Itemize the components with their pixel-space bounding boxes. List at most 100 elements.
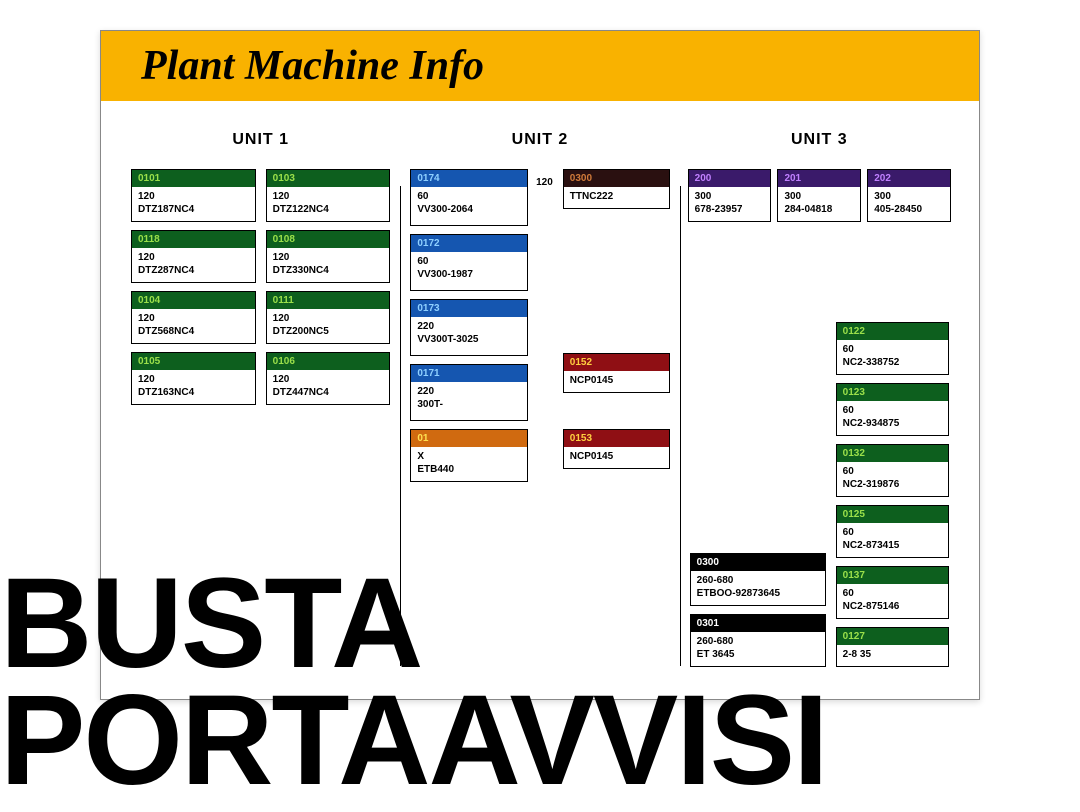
- machine-card: 0111120DTZ200NC5: [266, 291, 391, 344]
- card-id: 0103: [267, 170, 390, 187]
- spacer: [563, 285, 670, 345]
- card-body: 120DTZ568NC4: [132, 309, 255, 343]
- machine-card: 0171220300T-: [410, 364, 528, 421]
- card-body: 60NC2-873415: [837, 523, 948, 557]
- card-line1: 120: [273, 312, 384, 325]
- machine-card: 0127 2-8 35: [836, 627, 949, 667]
- card-id: 0123: [837, 384, 948, 401]
- card-column: 0101120DTZ187NC40118120DTZ287NC40104120D…: [131, 169, 256, 405]
- card-line1: 300: [784, 190, 854, 203]
- card-body: 300405-28450: [868, 187, 950, 221]
- card-id: 201: [778, 170, 860, 187]
- card-line2: DTZ122NC4: [273, 203, 384, 216]
- card-line1: 60: [843, 587, 942, 600]
- card-body: 60VV300-1987: [411, 252, 527, 290]
- machine-card: 0137 60NC2-875146: [836, 566, 949, 619]
- card-line2: 284-04818: [784, 203, 854, 216]
- machine-card: 012360NC2-934875: [836, 383, 949, 436]
- card-line1: 60: [417, 190, 521, 203]
- card-id: 0153: [564, 430, 669, 447]
- card-line1: 60: [843, 404, 942, 417]
- machine-card: 0105120DTZ163NC4: [131, 352, 256, 405]
- machine-card: 0106120DTZ447NC4: [266, 352, 391, 405]
- card-line1: 300: [874, 190, 944, 203]
- card-line2: NC2-338752: [843, 356, 942, 369]
- card-line2: VV300T-3025: [417, 333, 521, 346]
- machine-card: 0300 TTNC222: [563, 169, 670, 209]
- card-id: 0106: [267, 353, 390, 370]
- machine-card: 202300405-28450: [867, 169, 951, 222]
- card-id: 0174: [411, 170, 527, 187]
- overlay-text: BUSTA PORTAAVVISI: [0, 565, 827, 801]
- machine-card: 01 XETB440: [410, 429, 528, 482]
- card-body: NCP0145: [564, 371, 669, 392]
- card-body: 120DTZ287NC4: [132, 248, 255, 282]
- card-id: 0127: [837, 628, 948, 645]
- card-id: 200: [689, 170, 771, 187]
- machine-card: 013260NC2-319876: [836, 444, 949, 497]
- card-id: 0152: [564, 354, 669, 371]
- card-line2: 2-8 35: [843, 648, 942, 661]
- card-line2: NC2-875146: [843, 600, 942, 613]
- board-title: Plant Machine Info: [141, 42, 484, 90]
- card-id: 0111: [267, 292, 390, 309]
- card-line1: X: [417, 450, 521, 463]
- card-line1: 120: [273, 373, 384, 386]
- card-line2: VV300-2064: [417, 203, 521, 216]
- card-id: 0171: [411, 365, 527, 382]
- card-body: 300678-23957: [689, 187, 771, 221]
- card-line1: 120: [138, 190, 249, 203]
- card-line2: DTZ330NC4: [273, 264, 384, 277]
- card-id: 0172: [411, 235, 527, 252]
- card-body: 120DTZ187NC4: [132, 187, 255, 221]
- card-line1: 60: [843, 465, 942, 478]
- card-line1: 60: [843, 343, 942, 356]
- card-line2: DTZ187NC4: [138, 203, 249, 216]
- machine-card: 200300678-23957: [688, 169, 772, 222]
- card-body: 2-8 35: [837, 645, 948, 666]
- card-id: 0101: [132, 170, 255, 187]
- card-line1: 120: [273, 251, 384, 264]
- machine-card: 0101120DTZ187NC4: [131, 169, 256, 222]
- title-bar: Plant Machine Info: [101, 31, 979, 101]
- card-line1: 220: [417, 320, 521, 333]
- machine-card: 0152 NCP0145: [563, 353, 670, 393]
- card-id: 0105: [132, 353, 255, 370]
- card-body: 120DTZ163NC4: [132, 370, 255, 404]
- card-line2: ETB440: [417, 463, 521, 476]
- card-body: 60NC2-934875: [837, 401, 948, 435]
- card-body: 120DTZ447NC4: [267, 370, 390, 404]
- card-line1: NCP0145: [570, 374, 663, 387]
- card-id: 0300: [564, 170, 669, 187]
- card-column: 0103120DTZ122NC40108120DTZ330NC40111120D…: [266, 169, 391, 405]
- card-id: 0122: [837, 323, 948, 340]
- card-id: 0104: [132, 292, 255, 309]
- card-body: 220300T-: [411, 382, 527, 420]
- card-line2: 300T-: [417, 398, 521, 411]
- unit-1-title: UNIT 1: [232, 131, 289, 149]
- unit-3-title: UNIT 3: [791, 131, 848, 149]
- card-id: 0132: [837, 445, 948, 462]
- card-id: 202: [868, 170, 950, 187]
- card-line1: 120: [138, 373, 249, 386]
- card-id: 01: [411, 430, 527, 447]
- card-body: TTNC222: [564, 187, 669, 208]
- machine-card: 0122 60NC2-338752: [836, 322, 949, 375]
- machine-card: 017260VV300-1987: [410, 234, 528, 291]
- spacer: [563, 401, 670, 421]
- card-body: 60VV300-2064: [411, 187, 527, 225]
- card-line2: NC2-934875: [843, 417, 942, 430]
- unit-2-title: UNIT 2: [512, 131, 569, 149]
- card-line2: DTZ200NC5: [273, 325, 384, 338]
- card-line2: VV300-1987: [417, 268, 521, 281]
- machine-card: 0103120DTZ122NC4: [266, 169, 391, 222]
- card-body: 120DTZ330NC4: [267, 248, 390, 282]
- card-id: 0118: [132, 231, 255, 248]
- card-body: 120DTZ200NC5: [267, 309, 390, 343]
- unit2-side-note: 120: [536, 177, 553, 188]
- card-line1: 60: [417, 255, 521, 268]
- card-line1: TTNC222: [570, 190, 663, 203]
- card-line2: DTZ447NC4: [273, 386, 384, 399]
- card-line1: 120: [138, 312, 249, 325]
- card-id: 0137: [837, 567, 948, 584]
